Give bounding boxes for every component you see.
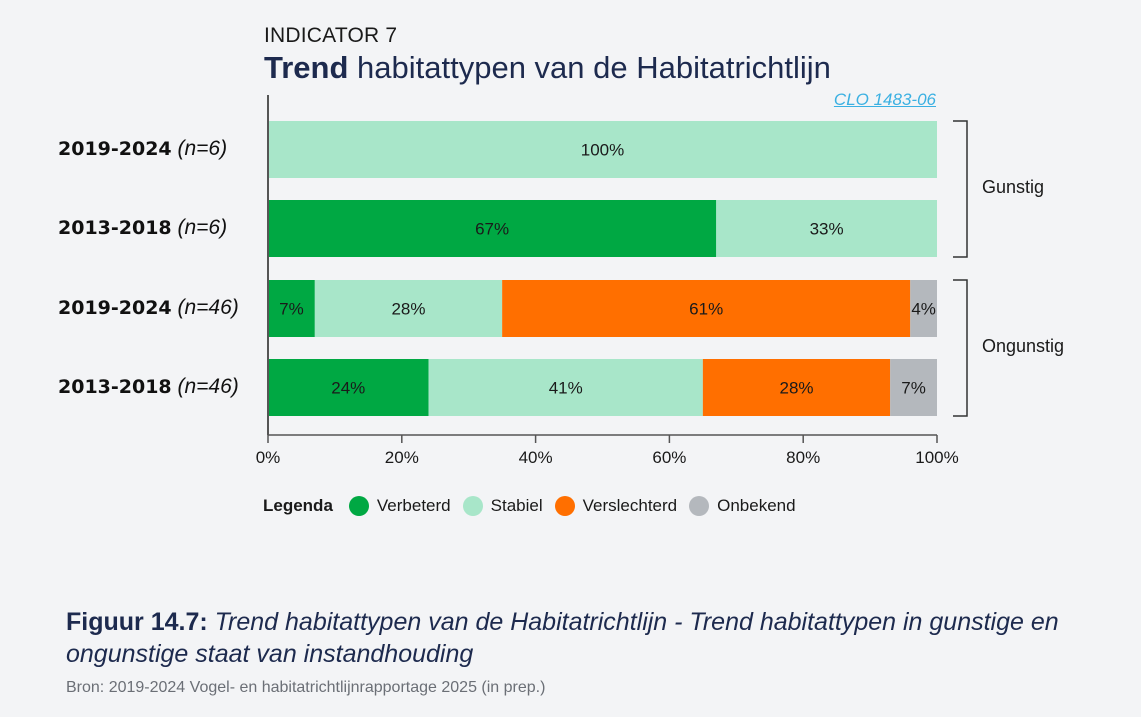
bar-segment-stabiel (428, 359, 703, 416)
bar-segment-verslechterd (702, 359, 891, 416)
x-tick-label: 60% (652, 448, 686, 467)
x-tick-label: 20% (385, 448, 419, 467)
group-bracket (953, 120, 968, 258)
legend-label: Onbekend (717, 496, 796, 515)
legend-item-verbeterd: Verbeterd (348, 496, 451, 516)
chart-title: Trend habitattypen van de Habitatrichtli… (264, 50, 831, 86)
legend: Legenda Verbeterd Stabiel Verslechterd Onbe… (263, 496, 808, 516)
legend-swatch (689, 496, 710, 516)
legend-title: Legenda (263, 496, 333, 515)
figure-caption: Figuur 14.7: Trend habitattypen van de H… (66, 606, 1126, 670)
x-tick-label: 0% (256, 448, 281, 467)
legend-label: Verbeterd (376, 496, 451, 515)
x-tick-label: 100% (915, 448, 958, 467)
bar-segment-onbekend (910, 280, 937, 337)
caption-label: Figuur 14.7: (66, 608, 208, 636)
legend-item-stabiel: Stabiel (462, 496, 543, 516)
clo-link[interactable]: CLO 1483-06 (833, 90, 936, 109)
bar-segment-onbekend (890, 359, 937, 416)
data-label: 24% (331, 379, 365, 398)
data-label: 61% (689, 300, 723, 319)
chart-title-rest: habitattypen van de Habitatrichtlijn (348, 50, 831, 85)
caption-text: Trend habitattypen van de Habitatrichtli… (66, 608, 1059, 668)
indicator-label: INDICATOR 7 (264, 24, 398, 47)
source-note: Bron: 2019-2024 Vogel- en habitatrichtli… (66, 679, 546, 696)
group-bracket (953, 279, 968, 417)
row-label: 2019-2024 (n=6) (58, 137, 227, 161)
data-label: 33% (810, 220, 844, 239)
row-label: 2013-2018 (n=46) (58, 375, 239, 399)
group-label-ongunstig: Ongunstig (982, 336, 1065, 356)
legend-item-verslechterd: Verslechterd (554, 496, 678, 516)
row-label-n: (n=6) (171, 136, 228, 160)
data-label: 67% (475, 220, 509, 239)
data-label: 28% (779, 379, 813, 398)
bar-segment-stabiel (268, 121, 937, 178)
row-label-period: 2013-2018 (58, 216, 172, 239)
data-label: 28% (391, 300, 425, 319)
row-label-n: (n=46) (171, 374, 239, 398)
bar-segment-verbeterd (268, 200, 717, 257)
legend-swatch (462, 496, 483, 516)
bar-segment-stabiel (314, 280, 503, 337)
bar-segment-verbeterd (268, 359, 429, 416)
row-label-n: (n=6) (171, 215, 228, 239)
data-label: 41% (549, 379, 583, 398)
bar-segment-verbeterd (268, 280, 315, 337)
bar-segment-verslechterd (502, 280, 911, 337)
legend-items: Verbeterd Stabiel Verslechterd Onbekend (348, 496, 808, 516)
data-label: 100% (581, 141, 624, 160)
row-label-period: 2013-2018 (58, 375, 172, 398)
row-label-period: 2019-2024 (58, 296, 172, 319)
legend-item-onbekend: Onbekend (689, 496, 796, 516)
legend-label: Verslechterd (582, 496, 678, 515)
row-label: 2013-2018 (n=6) (58, 216, 227, 240)
x-tick-label: 80% (786, 448, 820, 467)
group-label-gunstig: Gunstig (982, 177, 1045, 197)
row-label: 2019-2024 (n=46) (58, 296, 239, 320)
row-label-n: (n=46) (171, 295, 239, 319)
data-label: 7% (279, 300, 304, 319)
bar-segment-stabiel (716, 200, 937, 257)
row-label-period: 2019-2024 (58, 137, 172, 160)
data-label: 4% (911, 300, 936, 319)
x-tick-label: 40% (519, 448, 553, 467)
chart-title-bold: Trend (264, 50, 349, 85)
legend-swatch (554, 496, 575, 516)
legend-swatch (348, 496, 369, 516)
data-label: 7% (901, 379, 926, 398)
legend-label: Stabiel (490, 496, 543, 515)
